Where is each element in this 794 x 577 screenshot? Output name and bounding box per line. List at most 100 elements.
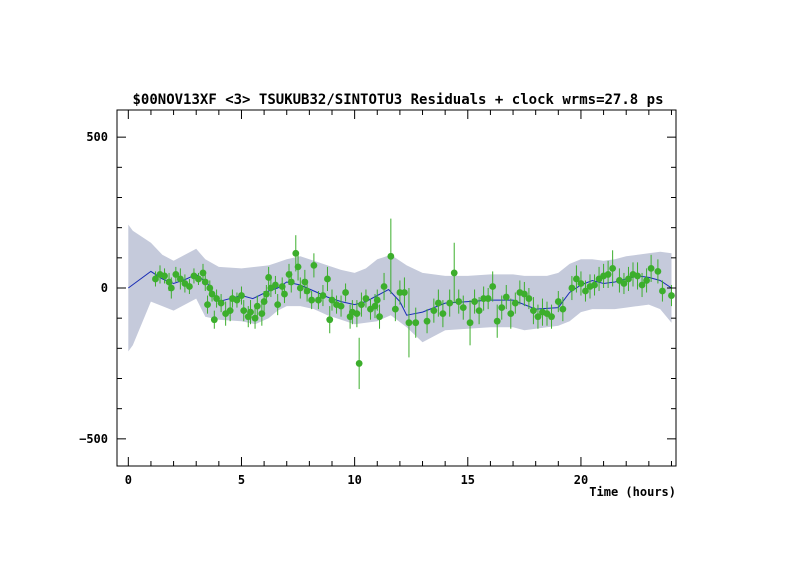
data-point: [493, 317, 501, 325]
data-point: [233, 296, 241, 304]
data-point: [342, 289, 349, 296]
data-point: [376, 313, 383, 321]
data-point: [199, 269, 207, 277]
data-point: [308, 296, 316, 304]
data-point: [455, 298, 463, 305]
data-point: [324, 275, 331, 283]
data-point: [609, 264, 617, 272]
axis-ticks: [117, 110, 676, 466]
data-point: [258, 310, 266, 318]
x-tick-labels: 0 5 10 15 20: [125, 473, 588, 487]
data-point: [172, 271, 180, 278]
chart-title: $00NOV13XF <3> TSUKUB32/SINTOTU3 Residua…: [132, 92, 663, 108]
data-point: [247, 308, 254, 316]
data-point: [620, 280, 628, 287]
data-point: [319, 292, 327, 299]
data-point: [353, 310, 361, 318]
data-point: [201, 278, 209, 286]
data-point: [186, 283, 193, 290]
data-point: [475, 307, 483, 315]
residual-points: [152, 249, 675, 367]
data-point: [362, 295, 370, 302]
data-point: [502, 293, 510, 301]
data-point: [195, 275, 202, 283]
data-point: [525, 295, 533, 302]
data-point: [161, 272, 168, 280]
data-point: [412, 319, 420, 327]
data-point: [668, 292, 675, 299]
data-point: [434, 299, 442, 307]
data-point: [226, 307, 234, 315]
data-point: [303, 287, 311, 295]
data-point: [253, 302, 261, 310]
data-point: [634, 272, 641, 280]
data-point: [582, 287, 589, 295]
data-point: [260, 298, 268, 305]
data-point: [152, 275, 159, 283]
data-point: [423, 317, 431, 325]
x-tick-label: 20: [574, 473, 588, 487]
data-point: [577, 280, 585, 287]
data-point: [401, 289, 408, 296]
data-point: [287, 278, 295, 286]
data-point: [604, 271, 612, 278]
data-point: [638, 281, 646, 289]
data-point: [591, 281, 598, 289]
data-point: [210, 316, 218, 324]
data-point: [265, 274, 273, 281]
y-tick-label: −500: [79, 432, 108, 446]
x-axis-label: Time (hours): [589, 485, 676, 499]
data-point: [167, 284, 175, 292]
data-point: [206, 284, 214, 292]
data-point: [405, 319, 413, 327]
data-point: [355, 360, 363, 367]
data-point: [647, 264, 655, 272]
x-tick-label: 10: [347, 473, 361, 487]
data-point: [358, 301, 365, 308]
data-point: [315, 296, 322, 304]
data-point: [530, 307, 537, 315]
data-point: [507, 310, 515, 318]
data-point: [373, 296, 381, 304]
data-point: [534, 313, 542, 321]
data-point: [446, 299, 454, 307]
data-point: [498, 304, 506, 312]
data-point: [238, 292, 245, 299]
data-point: [459, 304, 467, 312]
data-point: [654, 268, 662, 275]
data-point: [659, 287, 666, 295]
x-tick-label: 5: [238, 473, 245, 487]
data-point: [484, 295, 492, 302]
data-point: [387, 252, 395, 260]
y-tick-label: 0: [101, 281, 108, 295]
data-point: [625, 275, 632, 283]
data-point: [559, 305, 567, 313]
data-point: [285, 271, 293, 278]
data-point: [310, 261, 318, 269]
data-point: [281, 290, 288, 298]
x-tick-label: 0: [125, 473, 132, 487]
data-point: [208, 290, 216, 298]
data-point: [204, 301, 211, 308]
data-point: [466, 319, 474, 327]
data-point: [371, 302, 379, 310]
data-point: [240, 307, 248, 315]
data-point: [274, 301, 282, 308]
y-tick-labels: −500 0 500: [79, 130, 108, 446]
data-point: [511, 299, 519, 307]
data-point: [548, 313, 555, 321]
data-point: [430, 307, 438, 315]
data-point: [328, 296, 336, 304]
data-point: [337, 302, 345, 310]
data-point: [643, 277, 650, 284]
data-point: [176, 275, 184, 283]
data-point: [326, 316, 334, 324]
data-point: [262, 290, 270, 298]
data-point: [439, 310, 447, 318]
y-tick-label: 500: [86, 130, 108, 144]
data-point: [294, 263, 302, 271]
data-point: [391, 305, 399, 313]
data-point: [272, 281, 279, 289]
x-tick-label: 15: [461, 473, 475, 487]
